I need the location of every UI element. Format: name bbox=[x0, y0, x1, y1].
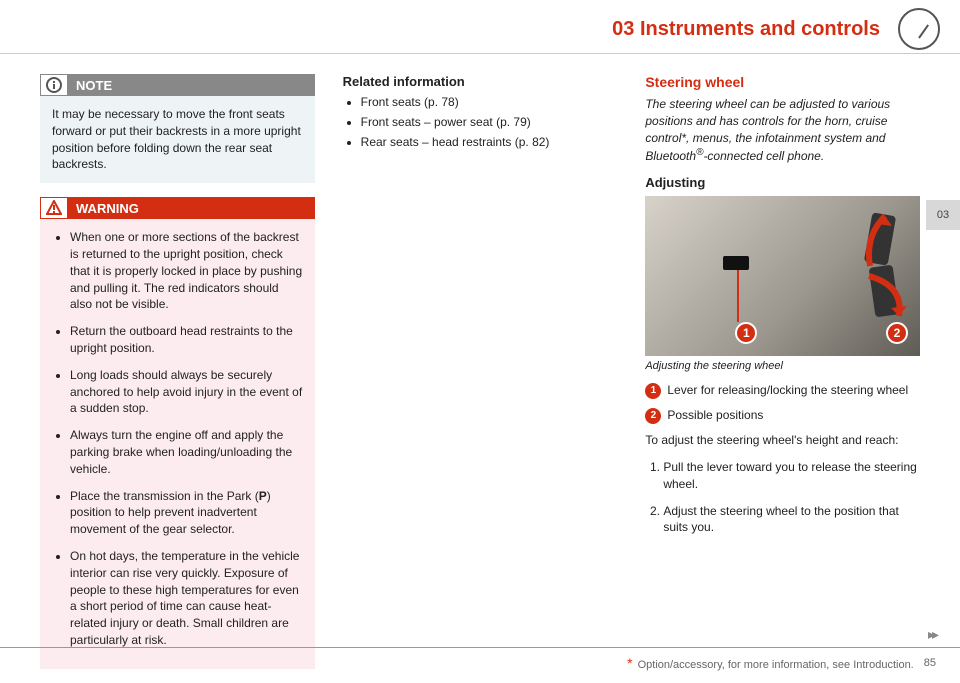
legend-num-2: 2 bbox=[645, 408, 661, 424]
figure-callout-1: 1 bbox=[735, 322, 757, 344]
warning-body: When one or more sections of the backres… bbox=[40, 219, 315, 669]
note-label: NOTE bbox=[68, 78, 112, 93]
info-icon bbox=[40, 74, 68, 96]
related-list: Front seats (p. 78) Front seats – power … bbox=[343, 95, 618, 149]
page-footer: ▸▸ * Option/accessory, for more informat… bbox=[0, 647, 960, 677]
gauge-icon bbox=[898, 8, 940, 50]
warning-list: When one or more sections of the backres… bbox=[52, 229, 303, 649]
warning-item: When one or more sections of the backres… bbox=[70, 229, 303, 313]
page-number: 85 bbox=[924, 657, 936, 669]
warning-item: Return the outboard head restraints to t… bbox=[70, 323, 303, 357]
related-heading: Related information bbox=[343, 74, 618, 89]
chapter-title: 03 Instruments and controls bbox=[612, 18, 880, 41]
content-area: NOTE It may be necessary to move the fro… bbox=[0, 54, 960, 683]
column-1: NOTE It may be necessary to move the fro… bbox=[40, 74, 315, 683]
related-item: Rear seats – head restraints (p. 82) bbox=[361, 135, 618, 149]
step-item: Pull the lever toward you to release the… bbox=[663, 459, 920, 493]
figure-caption: Adjusting the steering wheel bbox=[645, 360, 920, 372]
lever-shape bbox=[723, 256, 749, 270]
legend-row: 1 Lever for releasing/locking the steeri… bbox=[645, 382, 920, 399]
legend-row: 2 Possible positions bbox=[645, 407, 920, 424]
related-item: Front seats – power seat (p. 79) bbox=[361, 115, 618, 129]
warning-item: On hot days, the temperature in the vehi… bbox=[70, 548, 303, 649]
warning-item: Always turn the engine off and apply the… bbox=[70, 427, 303, 477]
figure-callout-2: 2 bbox=[886, 322, 908, 344]
column-3: Steering wheel The steering wheel can be… bbox=[645, 74, 920, 683]
warning-header: WARNING bbox=[40, 197, 315, 219]
column-2: Related information Front seats (p. 78) … bbox=[343, 74, 618, 683]
steering-wheel-figure: 1 2 bbox=[645, 196, 920, 356]
legend-num-1: 1 bbox=[645, 383, 661, 399]
warning-label: WARNING bbox=[68, 201, 139, 216]
step-item: Adjust the steering wheel to the positio… bbox=[663, 503, 920, 537]
note-body: It may be necessary to move the front se… bbox=[40, 96, 315, 183]
legend-text: Lever for releasing/locking the steering… bbox=[667, 382, 920, 399]
warning-item: Place the transmission in the Park (P) p… bbox=[70, 488, 303, 538]
section-title: Steering wheel bbox=[645, 74, 920, 90]
warning-icon bbox=[40, 197, 68, 219]
adjusting-heading: Adjusting bbox=[645, 175, 920, 190]
related-item: Front seats (p. 78) bbox=[361, 95, 618, 109]
arrow-icon bbox=[859, 266, 914, 326]
note-box: NOTE It may be necessary to move the fro… bbox=[40, 74, 315, 183]
callout-line bbox=[733, 262, 743, 322]
page-header: 03 Instruments and controls bbox=[0, 0, 960, 54]
howto-intro: To adjust the steering wheel's height an… bbox=[645, 432, 920, 449]
steps-list: Pull the lever toward you to release the… bbox=[645, 459, 920, 536]
footer-note: * Option/accessory, for more information… bbox=[627, 655, 914, 671]
warning-box: WARNING When one or more sections of the… bbox=[40, 197, 315, 669]
legend-text: Possible positions bbox=[667, 407, 920, 424]
note-header: NOTE bbox=[40, 74, 315, 96]
side-tab: 03 bbox=[926, 200, 960, 230]
section-intro: The steering wheel can be adjusted to va… bbox=[645, 96, 920, 165]
continue-icon: ▸▸ bbox=[928, 626, 936, 643]
warning-item: Long loads should always be securely anc… bbox=[70, 367, 303, 417]
